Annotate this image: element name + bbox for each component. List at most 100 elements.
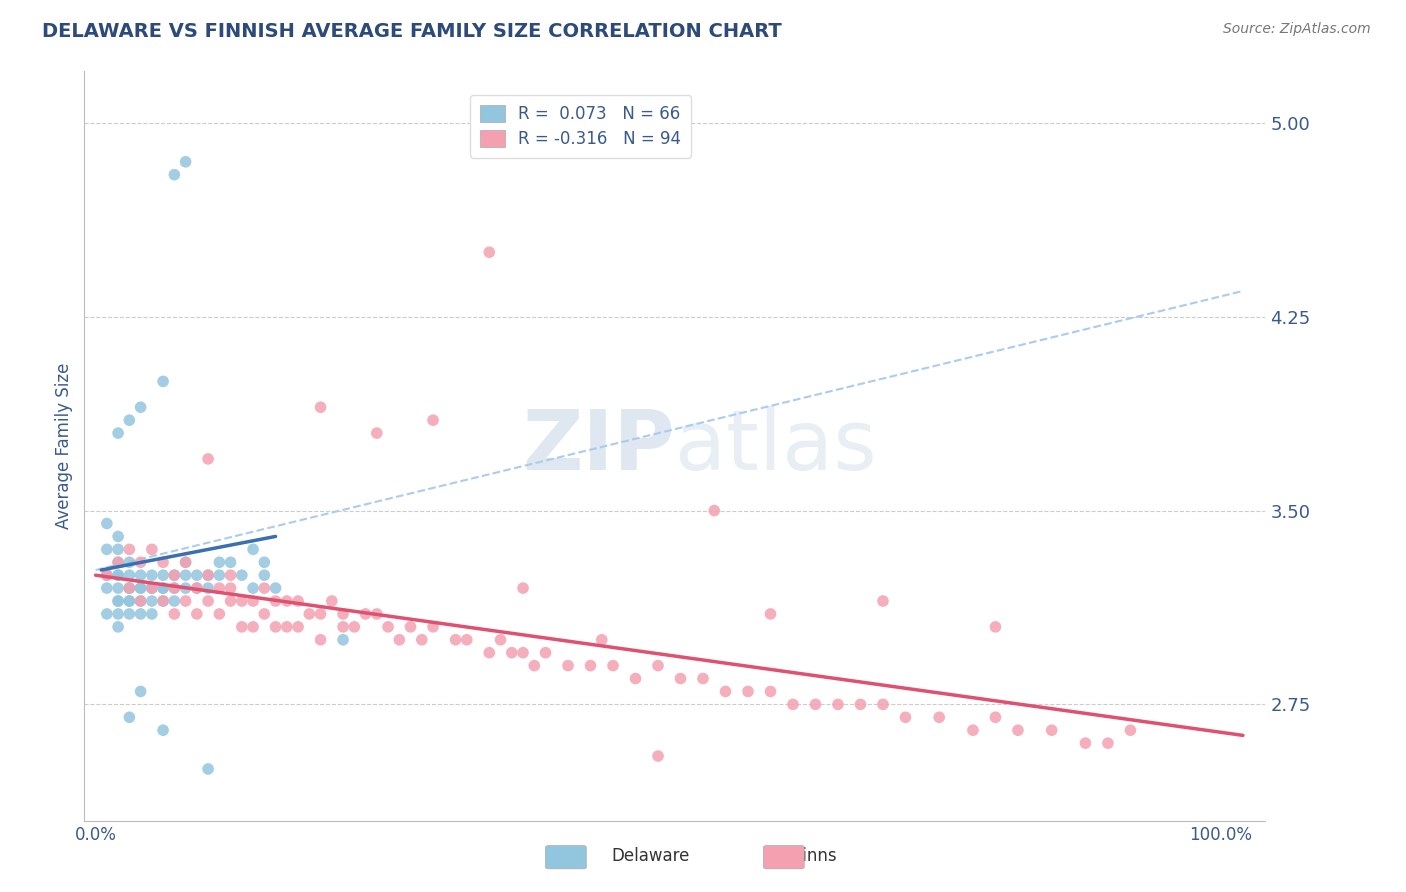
Point: [186, 568, 208, 582]
Point: [984, 620, 1007, 634]
Point: [96, 607, 118, 621]
Point: [309, 632, 332, 647]
Point: [197, 594, 219, 608]
Point: [96, 581, 118, 595]
Point: [129, 581, 152, 595]
Point: [591, 632, 613, 647]
Point: [343, 620, 366, 634]
Point: [208, 555, 231, 569]
Point: [129, 594, 152, 608]
Point: [118, 607, 141, 621]
Text: atlas: atlas: [675, 406, 876, 486]
Point: [242, 620, 264, 634]
Point: [141, 594, 163, 608]
Point: [107, 529, 129, 543]
Point: [96, 516, 118, 531]
Point: [849, 698, 872, 712]
Point: [388, 632, 411, 647]
Point: [174, 594, 197, 608]
Point: [163, 581, 186, 595]
Point: [759, 607, 782, 621]
Point: [219, 581, 242, 595]
Point: [141, 568, 163, 582]
Point: [152, 568, 174, 582]
Point: [399, 620, 422, 634]
Point: [152, 581, 174, 595]
Point: [422, 413, 444, 427]
Point: [118, 413, 141, 427]
Point: [242, 581, 264, 595]
Point: [141, 581, 163, 595]
Text: Finns: Finns: [794, 847, 837, 865]
Point: [186, 607, 208, 621]
Point: [141, 581, 163, 595]
Point: [253, 607, 276, 621]
Point: [197, 568, 219, 582]
Point: [107, 542, 129, 557]
Point: [129, 555, 152, 569]
Point: [107, 568, 129, 582]
Point: [354, 607, 377, 621]
Point: [478, 245, 501, 260]
Point: [512, 646, 534, 660]
Point: [129, 684, 152, 698]
Point: [231, 568, 253, 582]
Point: [1097, 736, 1119, 750]
Point: [96, 568, 118, 582]
Point: [377, 620, 399, 634]
Point: [276, 594, 298, 608]
Point: [242, 542, 264, 557]
Point: [219, 555, 242, 569]
Text: DELAWARE VS FINNISH AVERAGE FAMILY SIZE CORRELATION CHART: DELAWARE VS FINNISH AVERAGE FAMILY SIZE …: [42, 22, 782, 41]
Point: [129, 607, 152, 621]
Point: [208, 568, 231, 582]
Point: [163, 581, 186, 595]
Point: [737, 684, 759, 698]
Point: [647, 749, 669, 764]
Point: [478, 646, 501, 660]
Point: [118, 542, 141, 557]
Point: [579, 658, 602, 673]
Text: Source: ZipAtlas.com: Source: ZipAtlas.com: [1223, 22, 1371, 37]
Point: [118, 581, 141, 595]
Point: [984, 710, 1007, 724]
Point: [96, 568, 118, 582]
Point: [118, 581, 141, 595]
Point: [242, 594, 264, 608]
Point: [118, 568, 141, 582]
Point: [197, 451, 219, 466]
Point: [276, 620, 298, 634]
Point: [669, 672, 692, 686]
Point: [163, 594, 186, 608]
Point: [118, 594, 141, 608]
Point: [219, 594, 242, 608]
Point: [512, 581, 534, 595]
Point: [186, 581, 208, 595]
Point: [174, 154, 197, 169]
Point: [118, 594, 141, 608]
Point: [1074, 736, 1097, 750]
Point: [444, 632, 467, 647]
Point: [163, 607, 186, 621]
Point: [264, 594, 287, 608]
Point: [152, 555, 174, 569]
Point: [703, 503, 725, 517]
Point: [332, 620, 354, 634]
Point: [489, 632, 512, 647]
Point: [107, 581, 129, 595]
Point: [163, 568, 186, 582]
Point: [186, 581, 208, 595]
Point: [1040, 723, 1063, 738]
Point: [523, 658, 546, 673]
Point: [107, 426, 129, 441]
Point: [152, 723, 174, 738]
Point: [782, 698, 804, 712]
Point: [366, 607, 388, 621]
Point: [152, 581, 174, 595]
Point: [107, 607, 129, 621]
Point: [287, 620, 309, 634]
Legend: R =  0.073   N = 66, R = -0.316   N = 94: R = 0.073 N = 66, R = -0.316 N = 94: [470, 95, 692, 158]
Point: [253, 555, 276, 569]
Point: [422, 620, 444, 634]
Point: [827, 698, 849, 712]
